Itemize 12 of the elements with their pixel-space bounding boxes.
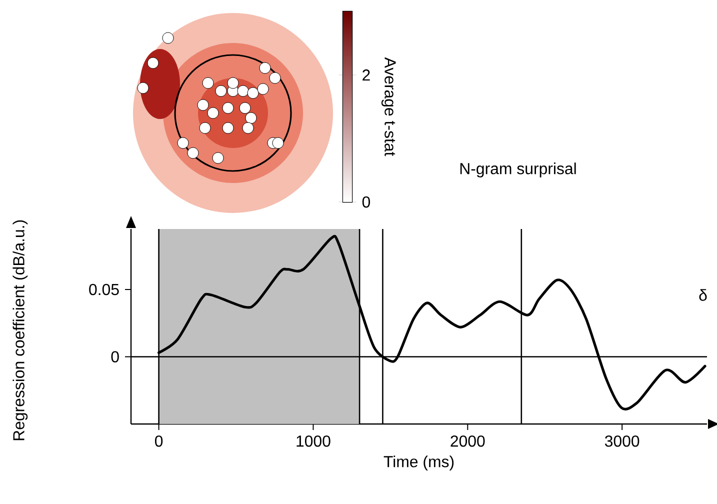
x-tick-label: 3000 xyxy=(604,435,640,447)
x-axis-title: Time (ms) xyxy=(384,456,454,470)
x-tick-label: 0 xyxy=(154,435,163,447)
color-bar-title: Average t-stat xyxy=(381,57,396,156)
color-bar-label: 2 xyxy=(362,69,370,81)
y-axis-title: Regression coefficient (dB/a.u.) xyxy=(12,220,28,440)
text: N-gram surprisal xyxy=(460,162,576,178)
annotation: δ xyxy=(699,289,707,301)
color-bar-label: 0 xyxy=(362,196,370,208)
x-tick-label: 1000 xyxy=(296,435,330,447)
y-tick-label: 0.05 xyxy=(89,284,119,296)
x-tick-label: 2000 xyxy=(450,435,485,447)
